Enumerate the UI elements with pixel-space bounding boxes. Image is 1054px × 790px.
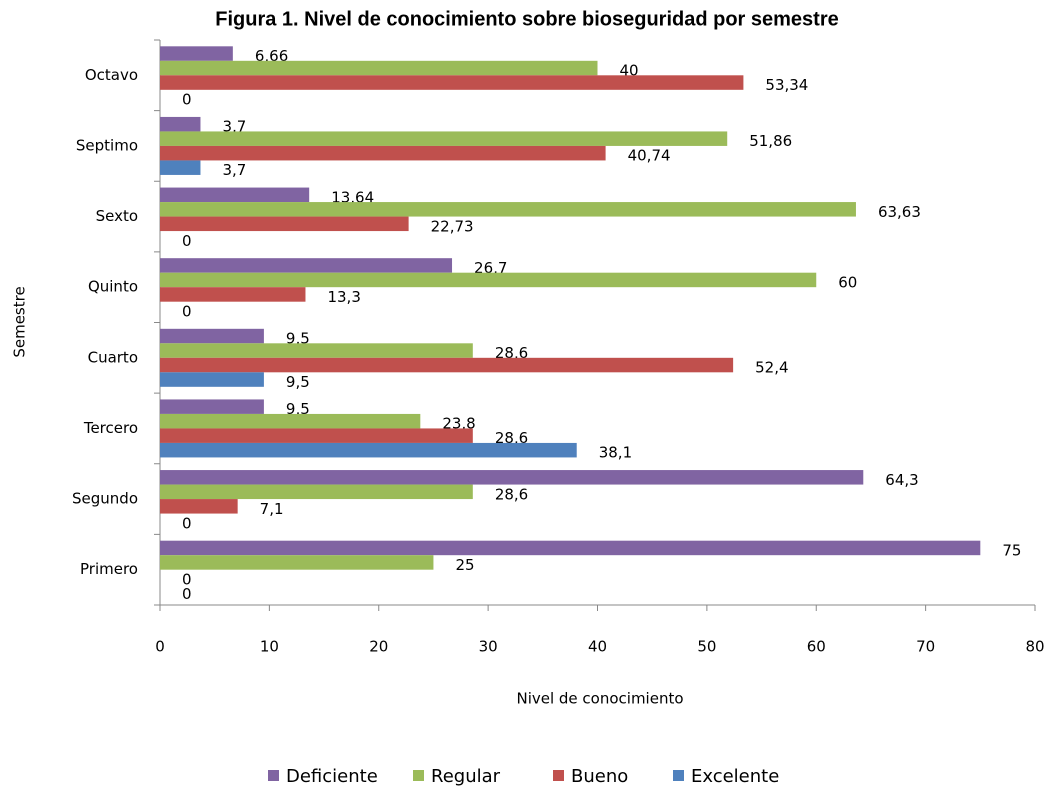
data-label: 28,6 <box>495 429 528 447</box>
bar <box>160 287 306 302</box>
x-tick-label: 30 <box>479 638 498 656</box>
legend-label: Regular <box>431 766 501 787</box>
bar <box>160 399 264 414</box>
data-label: 28,6 <box>495 485 528 503</box>
legend-swatch <box>413 770 424 781</box>
bar <box>160 202 856 217</box>
legend-swatch <box>268 770 279 781</box>
data-label: 28,6 <box>495 344 528 362</box>
data-label: 3,7 <box>222 161 246 179</box>
bar <box>160 442 577 458</box>
data-label: 40,74 <box>628 147 671 165</box>
chart-title: Figura 1. Nivel de conocimiento sobre bi… <box>215 8 839 30</box>
bar <box>160 372 264 387</box>
bar <box>160 555 434 570</box>
bar <box>160 46 233 61</box>
data-label: 9,5 <box>286 373 310 391</box>
data-label: 0 <box>182 570 192 588</box>
x-tick-label: 60 <box>807 638 826 656</box>
x-tick-label: 20 <box>369 638 388 656</box>
bar <box>160 75 744 90</box>
data-label: 26,7 <box>474 259 507 277</box>
x-tick-label: 10 <box>260 638 279 656</box>
data-label: 9,5 <box>286 330 310 348</box>
bar <box>160 540 981 556</box>
data-label: 0 <box>182 585 192 603</box>
y-axis-label: Semestre <box>11 286 29 357</box>
y-tick-label: Cuarto <box>88 348 138 366</box>
bar <box>160 272 817 288</box>
data-label: 75 <box>1002 541 1021 559</box>
bar <box>160 328 264 344</box>
bar <box>160 160 201 175</box>
bar <box>160 470 864 485</box>
data-label: 0 <box>182 302 192 320</box>
data-label: 63,63 <box>878 203 921 221</box>
bar <box>160 413 421 429</box>
x-axis-label: Nivel de conocimiento <box>516 690 683 708</box>
data-label: 6,66 <box>255 47 288 65</box>
legend-label: Bueno <box>571 766 628 787</box>
data-label: 9,5 <box>286 400 310 418</box>
data-label: 38,1 <box>599 444 632 462</box>
data-label: 13,3 <box>327 288 360 306</box>
data-label: 53,34 <box>765 76 808 94</box>
bar <box>160 428 473 443</box>
bar <box>160 499 238 514</box>
bar <box>160 116 201 132</box>
y-tick-label: Octavo <box>85 66 138 84</box>
data-label: 0 <box>182 232 192 250</box>
x-tick-label: 80 <box>1025 638 1044 656</box>
x-tick-label: 40 <box>588 638 607 656</box>
y-tick-label: Segundo <box>72 490 138 508</box>
x-tick-label: 70 <box>916 638 935 656</box>
legend-label: Excelente <box>691 766 779 787</box>
data-label: 52,4 <box>755 359 788 377</box>
data-label: 0 <box>182 514 192 532</box>
data-label: 23,8 <box>442 415 475 433</box>
x-tick-label: 0 <box>155 638 165 656</box>
bar <box>160 145 606 161</box>
data-label: 3,7 <box>222 118 246 136</box>
bar <box>160 484 473 500</box>
y-tick-label: Septimo <box>76 136 138 154</box>
data-label: 13,64 <box>331 188 374 206</box>
y-tick-label: Primero <box>80 560 138 578</box>
y-tick-label: Sexto <box>96 207 138 225</box>
bar <box>160 131 728 146</box>
data-label: 64,3 <box>885 471 918 489</box>
bar <box>160 60 598 76</box>
bar <box>160 187 310 203</box>
legend-swatch <box>553 770 564 781</box>
y-tick-label: Quinto <box>88 278 138 296</box>
data-label: 22,73 <box>431 217 474 235</box>
bar <box>160 216 409 232</box>
bar <box>160 258 453 273</box>
legend-label: Deficiente <box>286 766 378 787</box>
data-label: 51,86 <box>749 132 792 150</box>
data-label: 25 <box>455 556 474 574</box>
data-label: 7,1 <box>260 500 284 518</box>
bar <box>160 357 734 373</box>
data-label: 0 <box>182 91 192 109</box>
x-tick-label: 50 <box>697 638 716 656</box>
data-label: 60 <box>838 273 857 291</box>
y-tick-label: Tercero <box>83 419 138 437</box>
legend-swatch <box>673 770 684 781</box>
bar <box>160 343 473 358</box>
data-label: 40 <box>620 62 639 80</box>
